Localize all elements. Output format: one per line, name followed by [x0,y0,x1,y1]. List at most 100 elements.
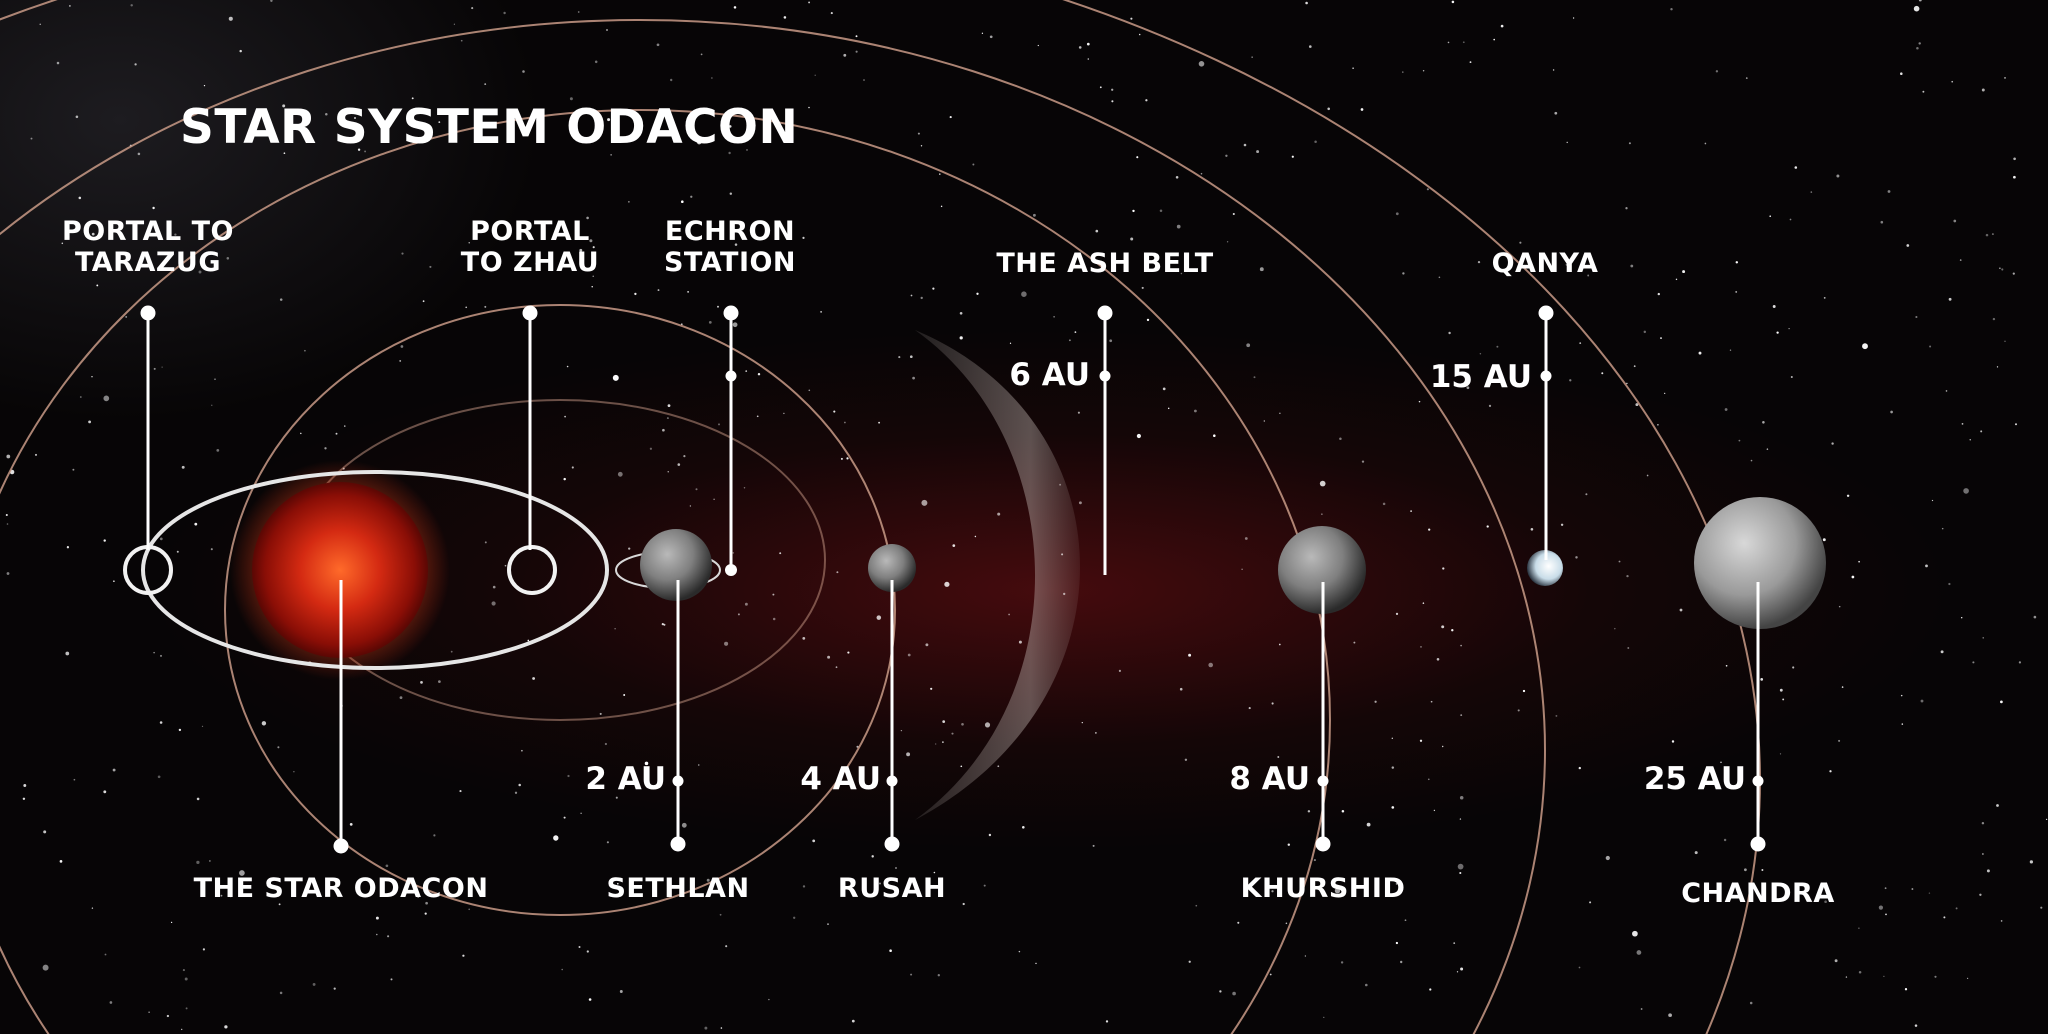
starfield [5,0,2048,1031]
star-dot [1008,613,1010,616]
star-dot [1391,766,1395,769]
star-dot [1402,272,1405,275]
star-dot [103,539,106,542]
star-dot [920,145,923,147]
star-dot [1395,883,1398,885]
star-dot [1635,403,1639,407]
star-dot [2014,423,2018,426]
star-dot [814,74,816,76]
star-dot [1167,407,1170,410]
star-dot [1391,806,1395,809]
portal-orbit [141,470,609,670]
star-dot [1410,510,1412,512]
star-dot [279,298,283,301]
star-dot [1906,244,1910,247]
star-dot [229,894,232,898]
star-dot [1918,0,1922,2]
star-dot [1448,331,1451,335]
star-dot [1081,721,1083,724]
star-dot [1560,523,1564,527]
star-dot [1159,209,1163,212]
star-dot [619,111,622,114]
star-dot [1578,766,1581,770]
star-dot [1323,1016,1325,1019]
star-dot [433,834,436,837]
star-dot [1427,778,1430,781]
star-dot [662,428,665,432]
star-dot [1462,41,1465,44]
star-dot [588,998,592,1001]
star-dot [772,617,776,621]
star-dot [851,1019,855,1023]
star-dot [1307,810,1311,813]
star-dot [921,499,928,506]
star-dot [744,602,748,606]
star-dot [1469,61,1472,64]
star-dot [940,205,943,208]
star-dot [895,867,897,869]
star-dot [855,35,858,38]
star-dot [91,376,93,378]
star-dot [170,921,173,924]
star-dot [1118,669,1121,672]
star-dot [1308,45,1312,48]
star-dot [661,623,664,626]
star-dot [677,463,681,466]
star-dot [390,978,393,981]
star-dot [1735,261,1739,264]
star-dot [1572,17,1575,19]
star-dot [1986,869,1990,873]
planet-sethlan [640,529,712,601]
star-dot [2029,860,2034,864]
star-dot [6,572,10,575]
star-dot [634,292,637,296]
star-dot [1657,292,1660,296]
star-dot [459,790,462,793]
star-dot [239,49,242,53]
star-dot [148,1011,150,1013]
star-dot [1996,804,1999,807]
star-dot [743,487,746,489]
star-dot [65,651,70,656]
star-dot [855,50,858,53]
star-dot [226,257,230,260]
star-dot [976,292,979,295]
star-dot [827,655,831,659]
star-dot [717,305,719,308]
star-dot [399,359,402,362]
star-dot [959,311,963,315]
star-dot [1834,959,1838,963]
star-dot [1738,439,1741,442]
star-dot [1953,219,1957,223]
star-dot [808,106,810,109]
star-dot [1735,290,1738,293]
star-dot [1111,100,1114,103]
star-dot [1466,386,1470,390]
star-dot [1911,888,1914,890]
star-dot [399,696,403,700]
star-dot [1382,502,1386,506]
star-dot [1519,241,1522,244]
star-dot [615,796,618,799]
star-dot [898,356,901,359]
star-dot [304,349,306,352]
star-dot [617,882,619,885]
star-dot [1999,267,2001,269]
star-dot [103,790,107,794]
star-dot [1141,286,1144,289]
star-dot [1569,379,1572,382]
star-dot [1628,142,1631,145]
star-dot [424,912,427,915]
star-dot [1585,493,1588,496]
star-dot [720,1027,723,1029]
star-dot [1922,90,1925,93]
star-dot [1277,756,1280,758]
star-dot [1243,143,1247,147]
star-dot [181,465,185,469]
star-dot [96,284,99,287]
star-dot [734,243,738,246]
star-dot [521,749,523,752]
star-dot [125,315,128,318]
star-dot [612,374,619,381]
star-dot [333,987,336,990]
